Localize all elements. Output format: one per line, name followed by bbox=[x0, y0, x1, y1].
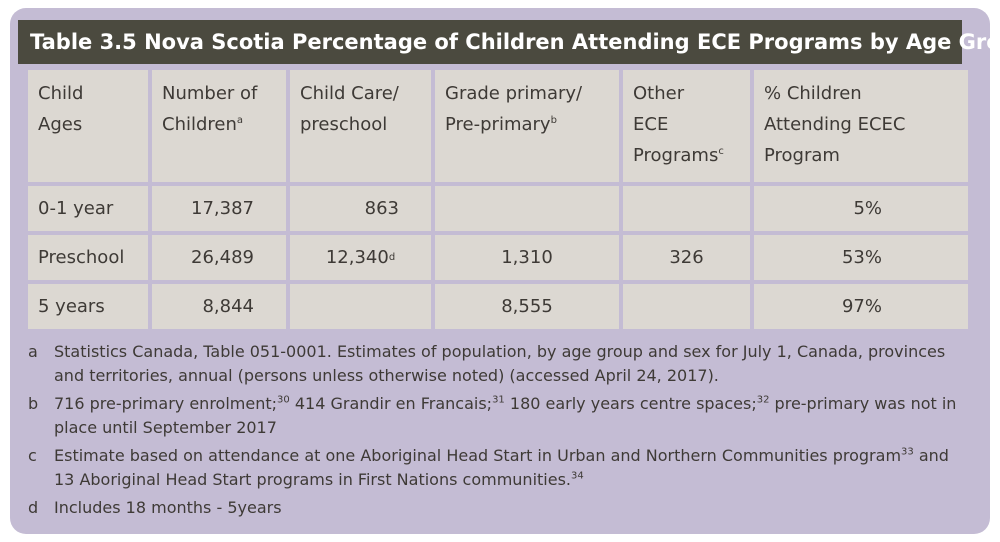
header-other-text: Programs bbox=[633, 145, 719, 166]
header-childcare-line2: preschool bbox=[300, 114, 388, 135]
row2-pct: 53% bbox=[754, 235, 968, 280]
footnote-b-ref32: 32 bbox=[756, 394, 770, 406]
footnote-b-text: 716 pre-primary enrolment;30 414 Grandir… bbox=[54, 392, 968, 440]
row3-grade: 8,555 bbox=[435, 284, 619, 329]
row2-age: Preschool bbox=[28, 235, 148, 280]
row2-grade: 1,310 bbox=[435, 235, 619, 280]
header-pct-line2: Attending ECEC bbox=[764, 114, 906, 135]
row2-childcare-value: 12,340 bbox=[325, 247, 389, 268]
header-child-ages: Child Ages bbox=[28, 70, 148, 182]
header-other-line3: Programsc bbox=[633, 140, 750, 171]
header-other-line1: Other bbox=[633, 83, 685, 104]
footnote-ref-a: a bbox=[236, 115, 244, 126]
footnote-c-text: Estimate based on attendance at one Abor… bbox=[54, 444, 968, 492]
row2-other: 326 bbox=[623, 235, 750, 280]
row3-number: 8,844 bbox=[152, 284, 286, 329]
row2-number: 26,489 bbox=[152, 235, 286, 280]
row1-age: 0-1 year bbox=[28, 186, 148, 231]
header-pct-line1: % Children bbox=[764, 83, 862, 104]
footnote-b-part3: 180 early years centre spaces; bbox=[504, 394, 757, 413]
footnote-ref-b: b bbox=[550, 115, 557, 126]
footnote-b-part1: 716 pre-primary enrolment; bbox=[54, 394, 278, 413]
row3-age: 5 years bbox=[28, 284, 148, 329]
row1-other bbox=[623, 186, 750, 231]
header-other-line2: ECE bbox=[633, 114, 669, 135]
footnote-ref-c: c bbox=[718, 146, 724, 157]
header-child-ages-line2: Ages bbox=[38, 114, 83, 135]
header-pct-line3: Program bbox=[764, 145, 840, 166]
header-percent-attending: % Children Attending ECEC Program bbox=[754, 70, 968, 182]
header-grade-line1: Grade primary/ bbox=[445, 83, 583, 104]
header-grade-text: Pre-primary bbox=[445, 114, 551, 135]
header-number-line1: Number of bbox=[162, 83, 258, 104]
footnote-c: c Estimate based on attendance at one Ab… bbox=[28, 444, 968, 492]
header-number-of-children: Number of Childrena bbox=[152, 70, 286, 182]
footnote-b-part4: pre-primary was not in place until Septe… bbox=[54, 394, 957, 437]
footnote-c-ref33: 33 bbox=[901, 446, 914, 458]
row3-other bbox=[623, 284, 750, 329]
row3-childcare bbox=[290, 284, 431, 329]
row1-pct: 5% bbox=[754, 186, 968, 231]
footnote-d: d Includes 18 months - 5years bbox=[28, 496, 968, 520]
row1-childcare: 863 bbox=[290, 186, 431, 231]
row1-number: 17,387 bbox=[152, 186, 286, 231]
footnote-c-letter: c bbox=[28, 446, 37, 465]
footnote-c-part2: and 13 Aboriginal Head Start programs in… bbox=[54, 446, 949, 489]
header-childcare-line1: Child Care/ bbox=[300, 83, 399, 104]
footnote-b-letter: b bbox=[28, 394, 39, 413]
table-title: Table 3.5 Nova Scotia Percentage of Chil… bbox=[18, 20, 1000, 64]
header-child-care: Child Care/ preschool bbox=[290, 70, 431, 182]
footnote-c-ref34: 34 bbox=[571, 470, 584, 482]
header-grade-primary: Grade primary/ Pre-primaryb bbox=[435, 70, 619, 182]
footnote-b-ref31: 31 bbox=[492, 394, 505, 406]
footnote-b: b 716 pre-primary enrolment;30 414 Grand… bbox=[28, 392, 968, 440]
header-grade-line2: Pre-primaryb bbox=[445, 109, 619, 140]
footnote-d-letter: d bbox=[28, 498, 39, 517]
footnote-b-ref30: 30 bbox=[277, 394, 290, 406]
footnote-b-part2: 414 Grandir en Francais; bbox=[289, 394, 493, 413]
footnote-a-letter: a bbox=[28, 342, 38, 361]
header-child-ages-line1: Child bbox=[38, 83, 84, 104]
footnotes: a Statistics Canada, Table 051-0001. Est… bbox=[28, 340, 968, 524]
footnote-c-part1: Estimate based on attendance at one Abor… bbox=[54, 446, 902, 465]
row2-childcare: 12,340 d bbox=[290, 235, 431, 280]
row3-pct: 97% bbox=[754, 284, 968, 329]
footnote-a: a Statistics Canada, Table 051-0001. Est… bbox=[28, 340, 968, 388]
header-other-ece: Other ECE Programsc bbox=[623, 70, 750, 182]
header-number-line2: Childrena bbox=[162, 109, 286, 140]
footnote-d-text: Includes 18 months - 5years bbox=[54, 498, 282, 517]
header-number-text: Children bbox=[162, 114, 237, 135]
footnote-a-text: Statistics Canada, Table 051-0001. Estim… bbox=[54, 342, 946, 385]
row1-grade bbox=[435, 186, 619, 231]
